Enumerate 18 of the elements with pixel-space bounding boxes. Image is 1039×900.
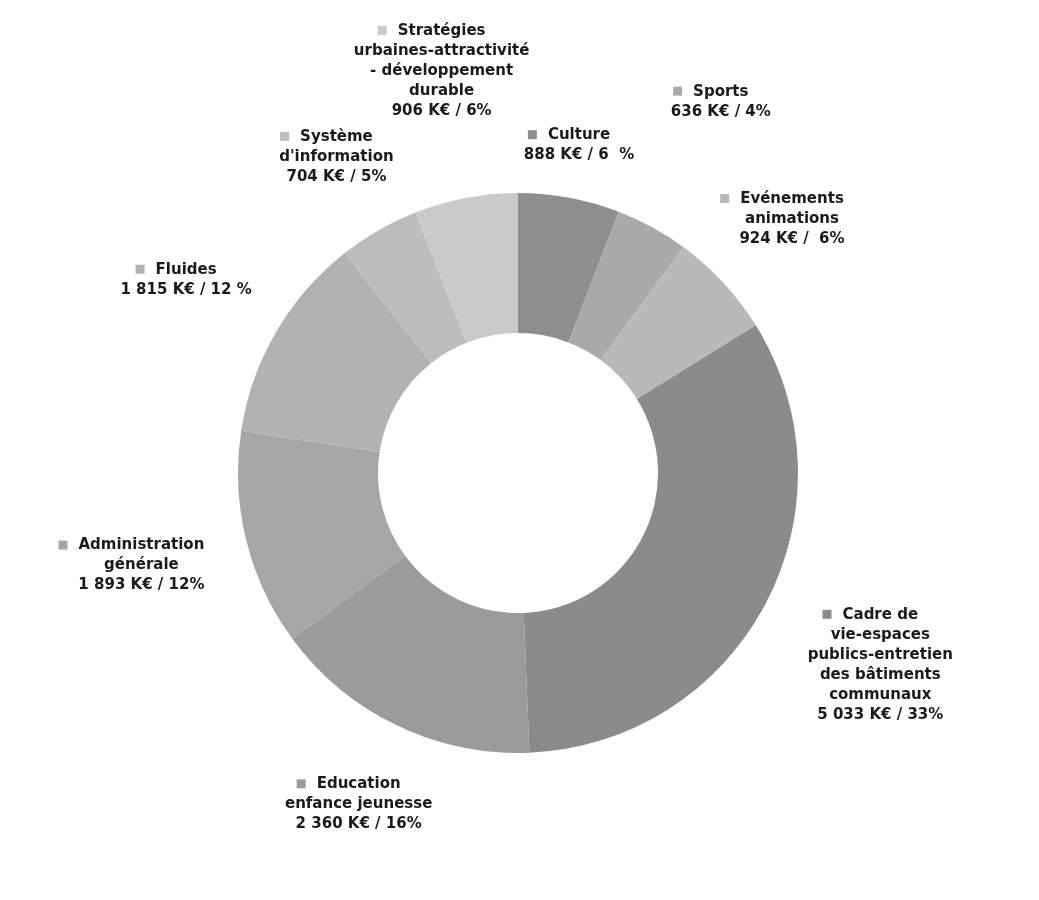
legend-label: Cadre de vie-espaces publics-entretien des bâtiments communaux	[807, 604, 953, 703]
data-label: 1 815 K€ / 12 %	[120, 279, 252, 298]
data-label: 704 K€ / 5%	[286, 166, 387, 185]
data-label: 924 K€ / 6%	[739, 228, 845, 247]
legend-label: Fluides	[155, 259, 217, 278]
data-label: 906 K€ / 6%	[391, 100, 492, 119]
data-label: 2 360 K€ / 16%	[295, 814, 422, 833]
legend-label: Evénements animations	[740, 188, 844, 227]
legend-label: Stratégies urbaines-attractivité - développement durable	[353, 20, 530, 99]
data-label: 888 K€ / 6 %	[523, 145, 635, 164]
legend-label: Administration générale	[78, 535, 205, 574]
legend-label: Culture	[547, 125, 611, 144]
legend-label: Education enfance jeunesse	[284, 774, 433, 813]
legend-label: Sports	[693, 81, 749, 100]
data-label: 636 K€ / 4%	[670, 101, 771, 120]
data-label: 5 033 K€ / 33%	[817, 704, 944, 723]
legend-label: Système d'information	[279, 126, 394, 165]
data-label: 1 893 K€ / 12%	[78, 575, 205, 594]
